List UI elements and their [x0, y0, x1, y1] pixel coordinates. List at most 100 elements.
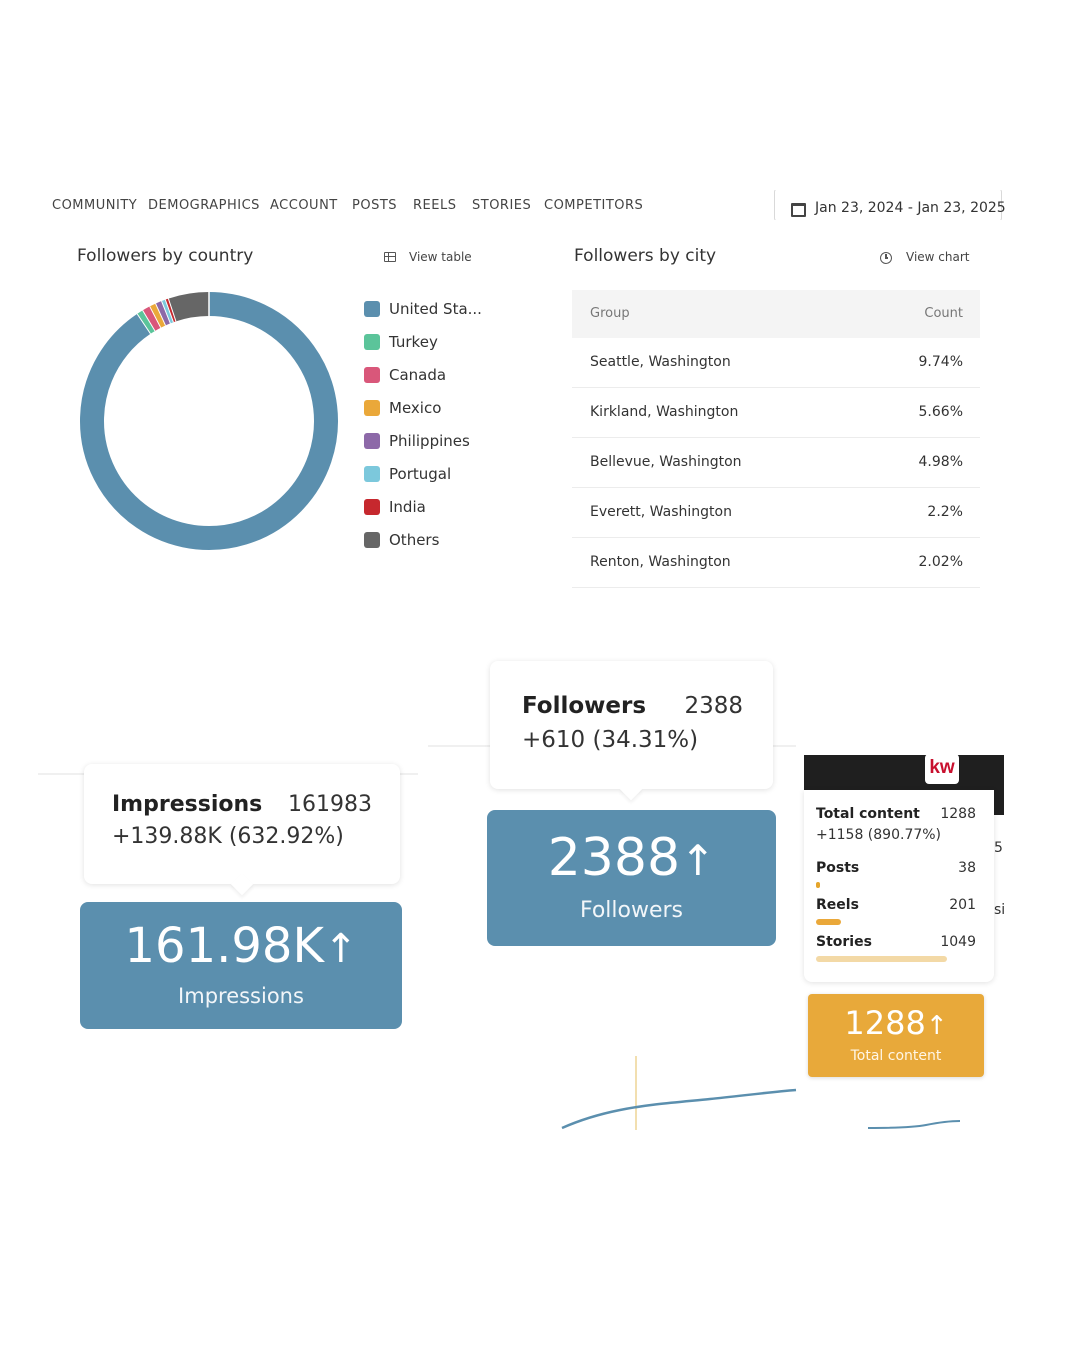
legend-label: Canada — [389, 366, 447, 384]
city-name: Seattle, Washington — [590, 354, 731, 370]
legend-swatch — [364, 400, 380, 416]
followers-label: Followers — [579, 898, 684, 923]
donut-slice-united-sta-[interactable] — [80, 292, 338, 550]
content-trend-line — [867, 1120, 961, 1129]
followers-tooltip-change: +610 (34.31%) — [522, 727, 699, 753]
legend-swatch — [364, 301, 380, 317]
legend-label: Others — [389, 531, 440, 549]
posts-value: 38 — [958, 860, 976, 876]
clipped-text-fragment: 5 — [994, 840, 1003, 856]
arrow-up-icon: ↑ — [323, 926, 358, 972]
impressions-tooltip: Impressions 161983 +139.88K (632.92%) — [84, 764, 400, 896]
tooltip-pointer — [619, 777, 643, 801]
legend-swatch — [364, 466, 380, 482]
total-content-tooltip-change: +1158 (890.77%) — [816, 827, 942, 843]
city-share: 2.02% — [918, 554, 963, 570]
city-name: Kirkland, Washington — [590, 404, 739, 420]
donut-slice-separator — [164, 299, 174, 323]
column-header-group: Group — [590, 306, 630, 321]
city-share: 5.66% — [918, 404, 963, 420]
city-share: 9.74% — [918, 354, 963, 370]
legend-swatch — [364, 532, 380, 548]
donut-slice-portugal[interactable] — [161, 299, 174, 324]
legend-label: Mexico — [389, 399, 442, 417]
donut-slice-mexico[interactable] — [149, 303, 166, 328]
followers-tooltip: Followers 2388 +610 (34.31%) — [490, 661, 773, 801]
legend-label: India — [389, 498, 426, 516]
chart-history-icon — [880, 252, 892, 264]
total-content-tooltip-name: Total content — [816, 806, 920, 822]
impressions-label: Impressions — [178, 984, 304, 1008]
tab-posts[interactable]: POSTS — [352, 198, 398, 213]
posts-bar — [816, 882, 820, 888]
impressions-big-value: 161.98K↑ — [80, 918, 402, 974]
view-table-label: View table — [409, 250, 472, 264]
posts-label: Posts — [816, 860, 860, 876]
followers-card[interactable]: 2388↑ Followers — [487, 810, 776, 946]
content-tooltip — [804, 790, 994, 982]
country-donut-chart — [80, 292, 338, 550]
clipped-text-fragment: si — [994, 902, 1006, 918]
date-range-picker[interactable]: Jan 23, 2024 - Jan 23, 2025 — [774, 190, 1006, 220]
impressions-card[interactable]: 161.98K↑ Impressions — [80, 902, 402, 1029]
tooltip-pointer — [230, 872, 254, 896]
followers-tooltip-value: 2388 — [684, 693, 743, 719]
table-icon — [384, 252, 396, 262]
donut-slice-separator — [142, 310, 156, 332]
tab-reels[interactable]: REELS — [413, 198, 457, 213]
donut-slice-separator — [149, 306, 162, 328]
country-panel-title: Followers by country — [77, 246, 254, 266]
tab-community[interactable]: COMMUNITY — [52, 198, 138, 213]
city-share: 4.98% — [918, 454, 963, 470]
impressions-tooltip-name: Impressions — [112, 792, 263, 817]
donut-slice-separator — [167, 298, 177, 322]
city-table-header: Group Count — [572, 290, 980, 338]
calendar-icon — [791, 203, 806, 217]
stories-bar — [816, 956, 947, 962]
stories-label: Stories — [816, 934, 872, 950]
view-chart-link[interactable]: View chart — [880, 250, 980, 268]
tab-account[interactable]: ACCOUNT — [270, 198, 338, 213]
table-row: Seattle, Washington 9.74% — [572, 338, 980, 388]
reels-bar — [816, 919, 841, 925]
followers-trend-line — [561, 1056, 797, 1130]
legend-label: Philippines — [389, 432, 470, 450]
city-table: Group Count Seattle, Washington 9.74% Kirk… — [572, 290, 980, 588]
tab-demographics[interactable]: DEMOGRAPHICS — [148, 198, 260, 213]
top-nav: COMMUNITY DEMOGRAPHICS ACCOUNT POSTS REE… — [0, 190, 1080, 220]
total-content-tooltip-value: 1288 — [940, 806, 976, 822]
city-name: Renton, Washington — [590, 554, 731, 570]
legend-label: Turkey — [389, 333, 438, 351]
view-chart-label: View chart — [906, 250, 970, 264]
stories-value: 1049 — [940, 934, 976, 950]
donut-slice-turkey[interactable] — [137, 310, 156, 334]
tab-stories[interactable]: STORIES — [472, 198, 532, 213]
total-content-big-value: 1288↑ — [808, 1004, 984, 1042]
table-row: Everett, Washington 2.2% — [572, 488, 980, 538]
impressions-value-text: 161.98K — [124, 918, 324, 974]
legend-swatch — [364, 499, 380, 515]
arrow-up-icon: ↑ — [680, 836, 716, 885]
legend-label: Portugal — [389, 465, 452, 483]
followers-big-value: 2388↑ — [487, 828, 776, 888]
donut-slice-others[interactable] — [168, 292, 210, 322]
kw-logo-text: kw — [929, 757, 955, 778]
kw-logo: kw — [925, 754, 959, 784]
table-row: Kirkland, Washington 5.66% — [572, 388, 980, 438]
table-row: Bellevue, Washington 4.98% — [572, 438, 980, 488]
donut-slice-philippines[interactable] — [155, 301, 171, 326]
city-name: Everett, Washington — [590, 504, 732, 520]
reels-label: Reels — [816, 897, 859, 913]
donut-slice-canada[interactable] — [142, 306, 161, 332]
impressions-tooltip-change: +139.88K (632.92%) — [112, 824, 344, 849]
legend-label: United Sta... — [389, 300, 482, 318]
legend-swatch — [364, 433, 380, 449]
legend-swatch — [364, 334, 380, 350]
column-header-count: Count — [924, 306, 963, 321]
table-row: Renton, Washington 2.02% — [572, 538, 980, 588]
tab-competitors[interactable]: COMPETITORS — [544, 198, 644, 213]
followers-tooltip-name: Followers — [522, 693, 647, 719]
view-table-link[interactable]: View table — [384, 250, 484, 268]
total-content-card[interactable]: 1288↑ Total content — [808, 994, 984, 1077]
donut-slice-separator — [155, 303, 166, 326]
